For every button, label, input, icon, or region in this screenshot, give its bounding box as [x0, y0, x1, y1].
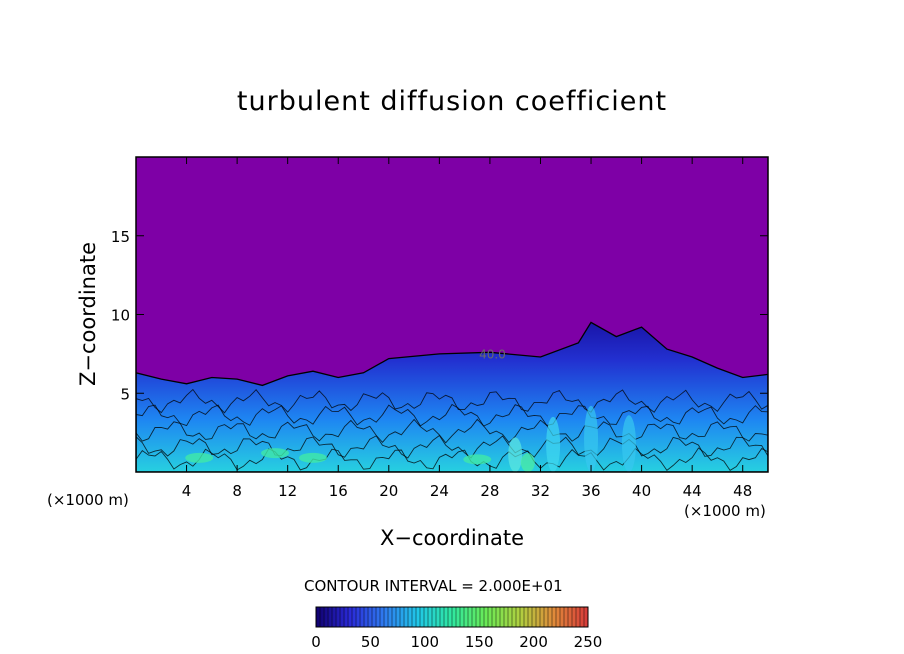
colorbar-tick-label: 100: [410, 633, 439, 651]
plume-streak: [520, 453, 535, 472]
plume-streak: [508, 437, 523, 472]
x-tick-label: 20: [379, 482, 398, 500]
colorbar-tick-label: 250: [574, 633, 603, 651]
contour-line: [136, 447, 768, 472]
y-tick-label: 5: [120, 385, 130, 403]
plume-streak: [584, 405, 599, 472]
x-tick-label: 4: [182, 482, 192, 500]
y-tick-label: 10: [111, 307, 130, 325]
x-tick-label: 44: [683, 482, 702, 500]
colorbar-tick-label: 150: [465, 633, 494, 651]
x-tick-label: 8: [232, 482, 242, 500]
contour-value-label: 40.0: [479, 348, 506, 362]
boundary-layer-region: [136, 321, 768, 472]
contour-line: [136, 418, 768, 444]
colorbar-tick-label: 0: [311, 633, 321, 651]
x-axis-label-text: X−coordinate: [380, 526, 524, 550]
surface-patch: [261, 448, 290, 459]
contour-line: [136, 403, 768, 427]
x-unit-label-left: (×1000 m): [47, 491, 129, 509]
x-tick-label: 12: [278, 482, 297, 500]
contour-line: [136, 434, 768, 459]
x-tick-label: 40: [632, 482, 651, 500]
boundary-layer-group: 40.0: [136, 321, 768, 472]
x-tick-label: 36: [581, 482, 600, 500]
contour-line: [136, 388, 768, 414]
plume-streak: [546, 416, 561, 472]
surface-patch: [185, 452, 214, 463]
x-tick-label: 24: [430, 482, 449, 500]
colorbar-frame: [315, 606, 589, 628]
y-tick-label: 15: [111, 228, 130, 246]
x-unit-label-right: (×1000 m): [684, 502, 766, 520]
colorbar-tick-label: 50: [361, 633, 380, 651]
x-tick-label: 48: [733, 482, 752, 500]
x-tick-label: 16: [329, 482, 348, 500]
surface-patch: [463, 454, 492, 465]
x-tick-label: 28: [480, 482, 499, 500]
colorbar-tick-label: 200: [519, 633, 548, 651]
chart-title: turbulent diffusion coefficient: [236, 86, 668, 117]
contour-interval-text: CONTOUR INTERVAL = 2.000E+01: [304, 577, 563, 595]
x-axis-label: X−coordinate: [0, 526, 904, 550]
y-axis-label: Z−coordinate: [76, 242, 100, 386]
plume-streak: [621, 415, 636, 472]
surface-patch: [298, 452, 327, 463]
x-tick-label: 32: [531, 482, 550, 500]
